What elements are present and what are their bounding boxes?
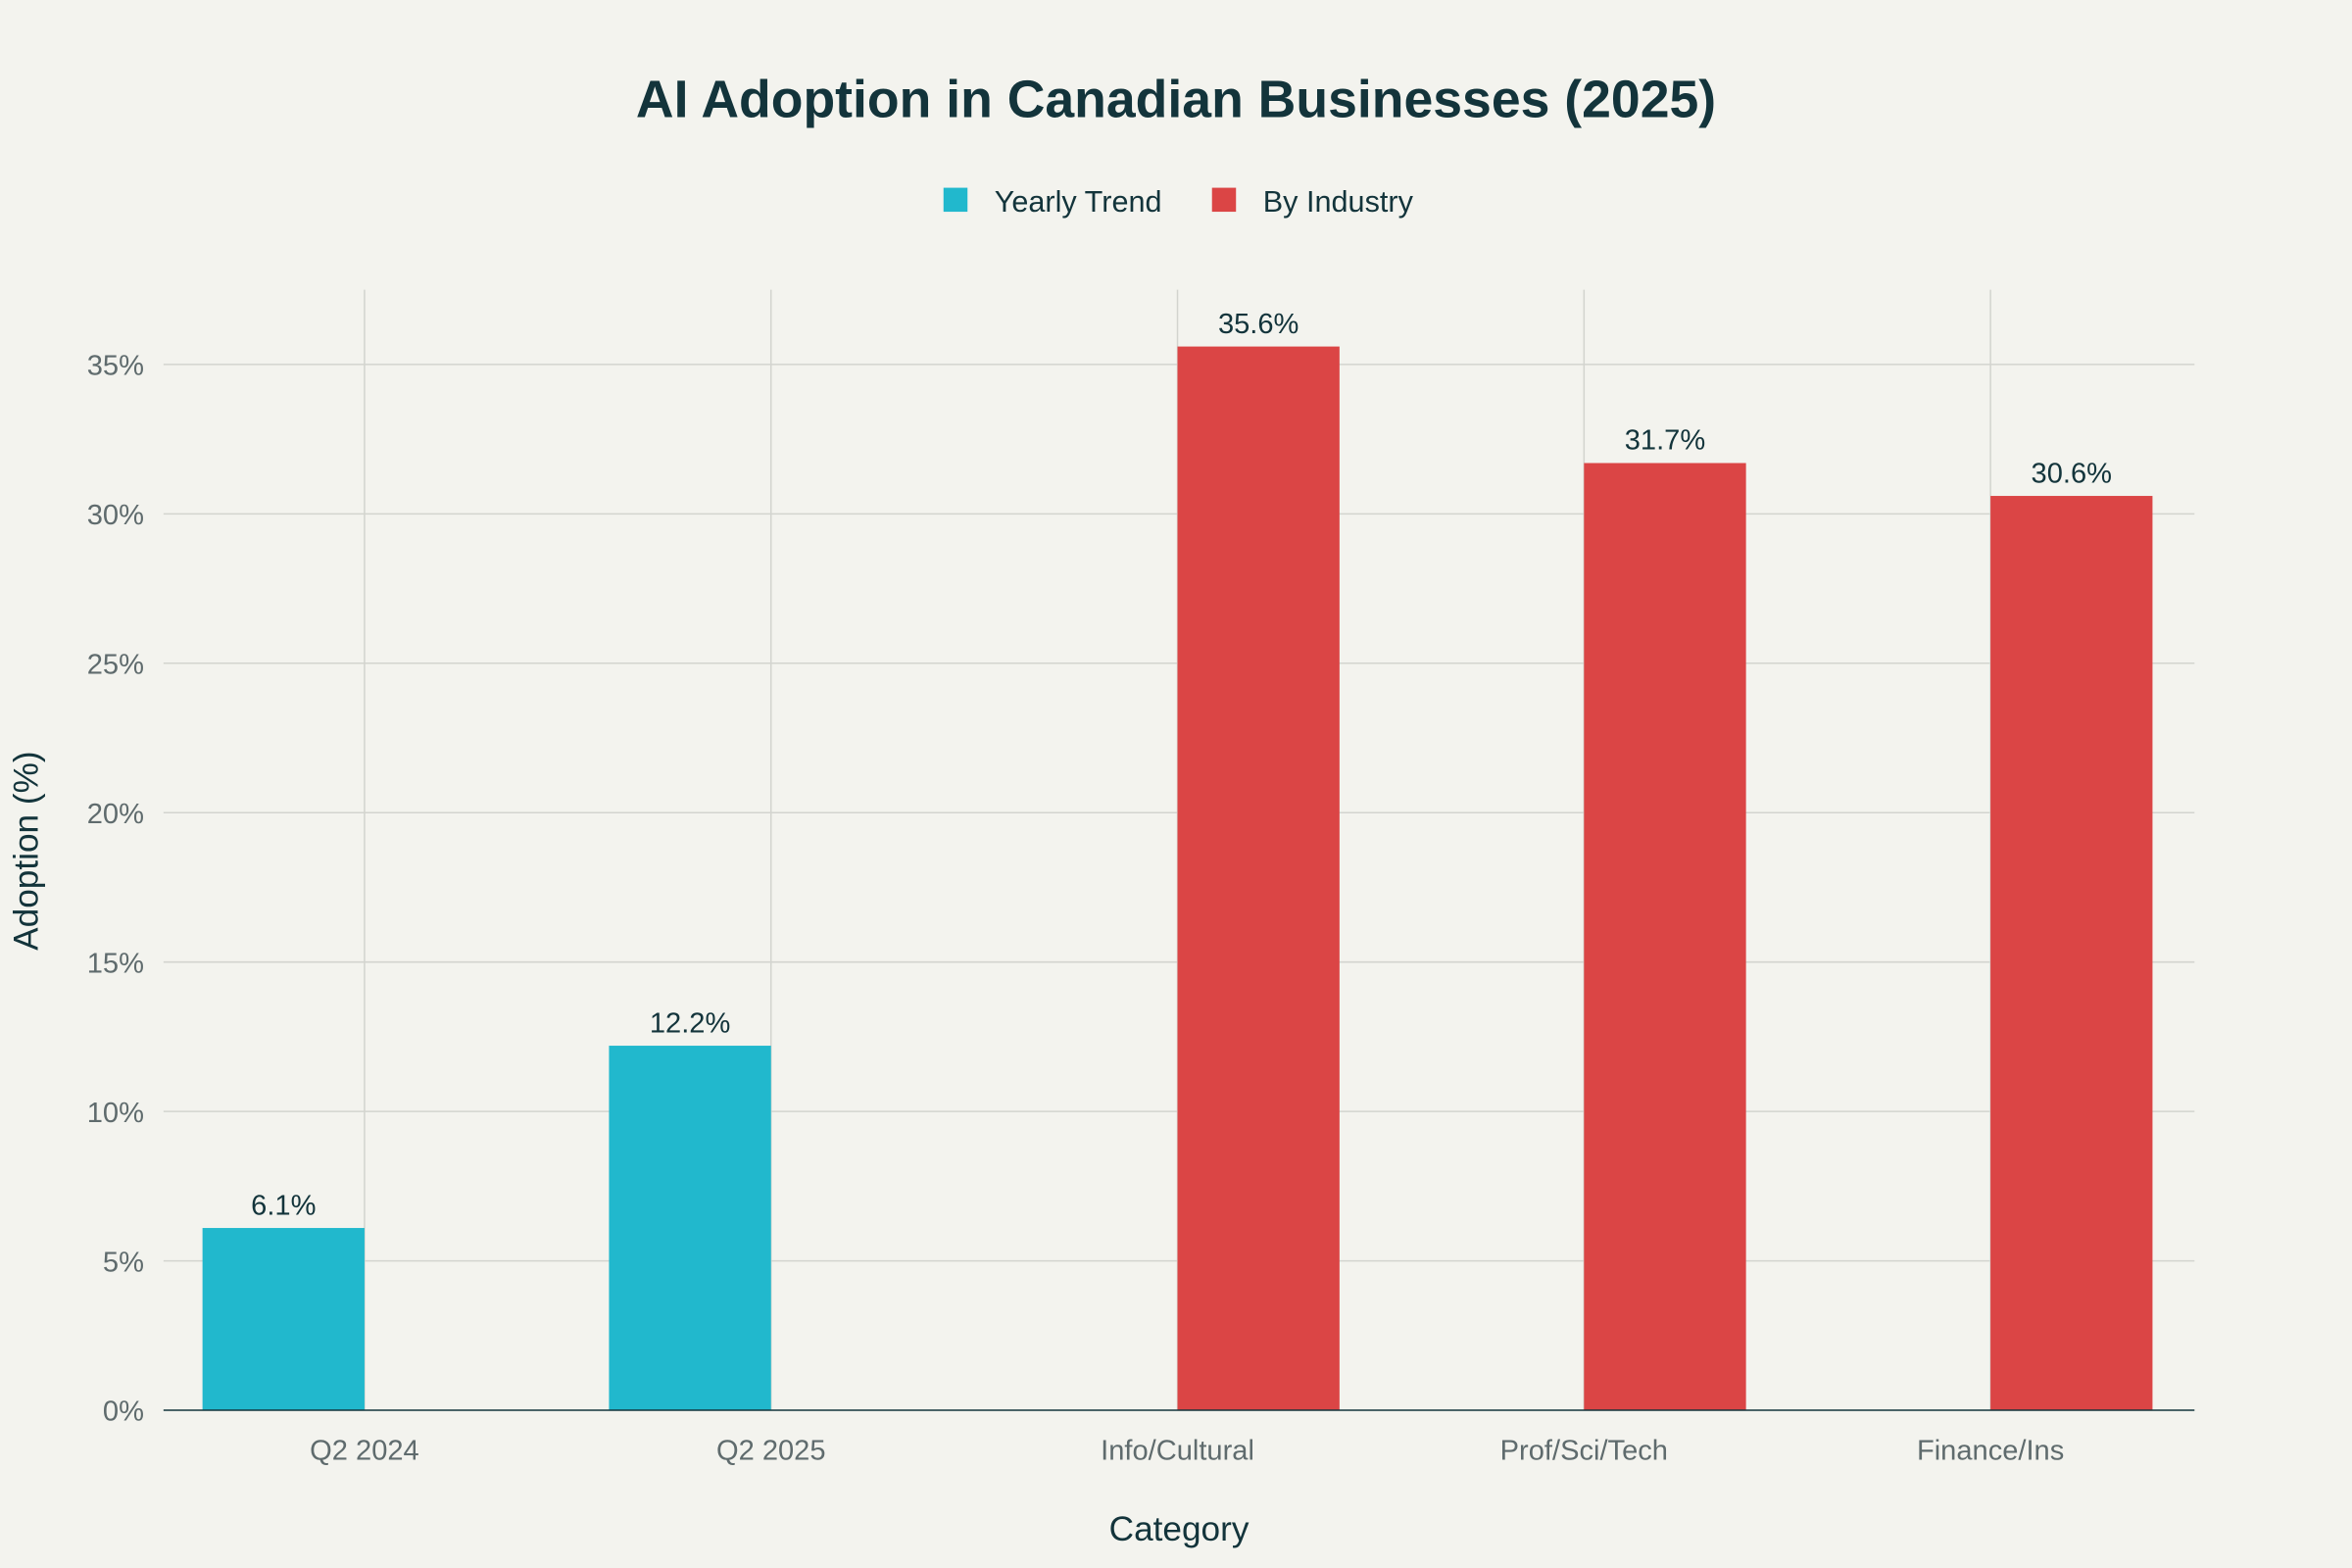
legend-swatch [1211, 187, 1237, 213]
bar-yearly-trend [609, 1046, 771, 1411]
x-axis-ticks: Q2 2024 Q2 2025 Info/Cultural Prof/Sci/Tech… [310, 1436, 2064, 1467]
legend-label: By Industry [1263, 185, 1414, 219]
data-label: 6.1% [251, 1190, 316, 1221]
x-tick-label: Q2 2025 [716, 1436, 826, 1467]
x-axis-title: Category [1109, 1510, 1250, 1548]
y-tick-label: 25% [87, 650, 144, 681]
data-labels: 6.1% 12.2% 35.6% 31.7% 30.6% [251, 309, 2112, 1221]
x-tick-label: Prof/Sci/Tech [1500, 1436, 1668, 1467]
legend-swatch [943, 187, 968, 213]
data-label: 31.7% [1625, 425, 1705, 457]
y-axis-title: Adoption (%) [7, 751, 45, 950]
bar-yearly-trend [202, 1228, 365, 1411]
legend-label: Yearly Trend [995, 185, 1162, 219]
y-tick-label: 0% [103, 1396, 144, 1428]
y-tick-label: 20% [87, 799, 144, 830]
bar-by-industry [1990, 496, 2153, 1411]
data-label: 35.6% [1218, 309, 1298, 340]
y-tick-label: 10% [87, 1098, 144, 1129]
bar-by-industry [1177, 346, 1340, 1411]
y-axis-ticks: 0% 5% 10% 15% 20% 25% 30% 35% [87, 351, 144, 1428]
y-tick-label: 5% [103, 1247, 144, 1278]
y-tick-label: 15% [87, 948, 144, 979]
data-label: 30.6% [2032, 458, 2112, 489]
x-tick-label: Info/Cultural [1101, 1436, 1254, 1467]
bar-by-industry [1584, 463, 1746, 1411]
y-tick-label: 30% [87, 500, 144, 531]
chart-title: AI Adoption in Canadian Businesses (2025… [636, 72, 1716, 129]
x-tick-label: Finance/Ins [1917, 1436, 2064, 1467]
y-tick-label: 35% [87, 351, 144, 382]
x-tick-label: Q2 2024 [310, 1436, 419, 1467]
bars [202, 346, 2153, 1411]
legend: Yearly Trend By Industry [943, 185, 1414, 219]
data-label: 12.2% [650, 1007, 730, 1039]
